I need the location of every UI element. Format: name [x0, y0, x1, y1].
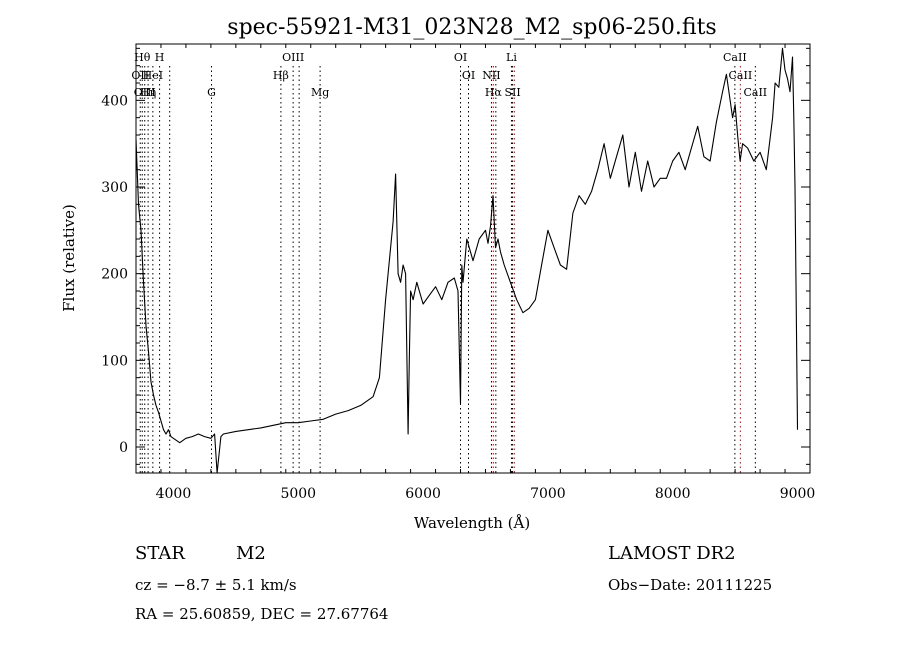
spectral-line-label: Hβ — [273, 69, 289, 82]
x-tick-label: 8000 — [655, 486, 691, 502]
x-tick-label: 4000 — [156, 486, 192, 502]
spectral-line-label: CaII — [743, 86, 767, 99]
spectral-line-label: OI — [454, 51, 467, 64]
x-tick-label: 6000 — [405, 486, 441, 502]
x-tick-label: 7000 — [530, 486, 566, 502]
spectral-line-label: Hθ — [134, 51, 151, 64]
x-axis-label: Wavelength (Å) — [414, 514, 530, 532]
y-tick-label: 0 — [119, 440, 128, 456]
spectral-line-label: Hη — [140, 86, 156, 99]
spectral-line-label: SII — [504, 86, 520, 99]
observation-date: Obs−Date: 20111225 — [608, 576, 772, 594]
spectral-line-markers — [139, 66, 756, 473]
coordinates: RA = 25.60859, DEC = 27.67764 — [135, 605, 388, 623]
y-axis-ticks: 0 100 200 300 400 — [101, 47, 810, 465]
object-class: STAR — [135, 543, 185, 564]
spectral-line-label: Li — [506, 51, 517, 64]
spectral-line-label: HeI — [143, 69, 163, 82]
x-axis-ticks: 4000 5000 6000 7000 8000 9000 — [135, 44, 816, 502]
spectrum-line — [135, 47, 799, 474]
spectral-line-label: OIII — [282, 51, 304, 64]
x-tick-label: 9000 — [780, 486, 816, 502]
spectral-line-label: G — [207, 86, 216, 99]
y-axis-label: Flux (relative) — [60, 204, 78, 312]
object-subclass: M2 — [236, 543, 266, 564]
spectral-line-label: H — [155, 51, 165, 64]
spectral-line-label: Mg — [311, 86, 329, 99]
plot-frame — [135, 43, 811, 474]
spectral-line-label: OI — [462, 69, 475, 82]
y-tick-label: 400 — [101, 93, 128, 109]
redshift-velocity: cz = −8.7 ± 5.1 km/s — [135, 576, 297, 594]
x-tick-label: 5000 — [280, 486, 316, 502]
y-tick-label: 300 — [101, 180, 128, 196]
spectral-line-label: CaII — [723, 51, 747, 64]
spectral-line-label: NII — [482, 69, 500, 82]
spectral-line-label: OIII — [134, 86, 156, 99]
y-tick-label: 200 — [101, 267, 128, 283]
chart-title: spec-55921-M31_023N28_M2_sp06-250.fits — [227, 15, 716, 40]
y-tick-label: 100 — [101, 353, 128, 369]
spectral-line-label: Hα — [485, 86, 503, 99]
spectral-line-label: CaII — [729, 69, 753, 82]
survey-name: LAMOST DR2 — [608, 543, 736, 564]
